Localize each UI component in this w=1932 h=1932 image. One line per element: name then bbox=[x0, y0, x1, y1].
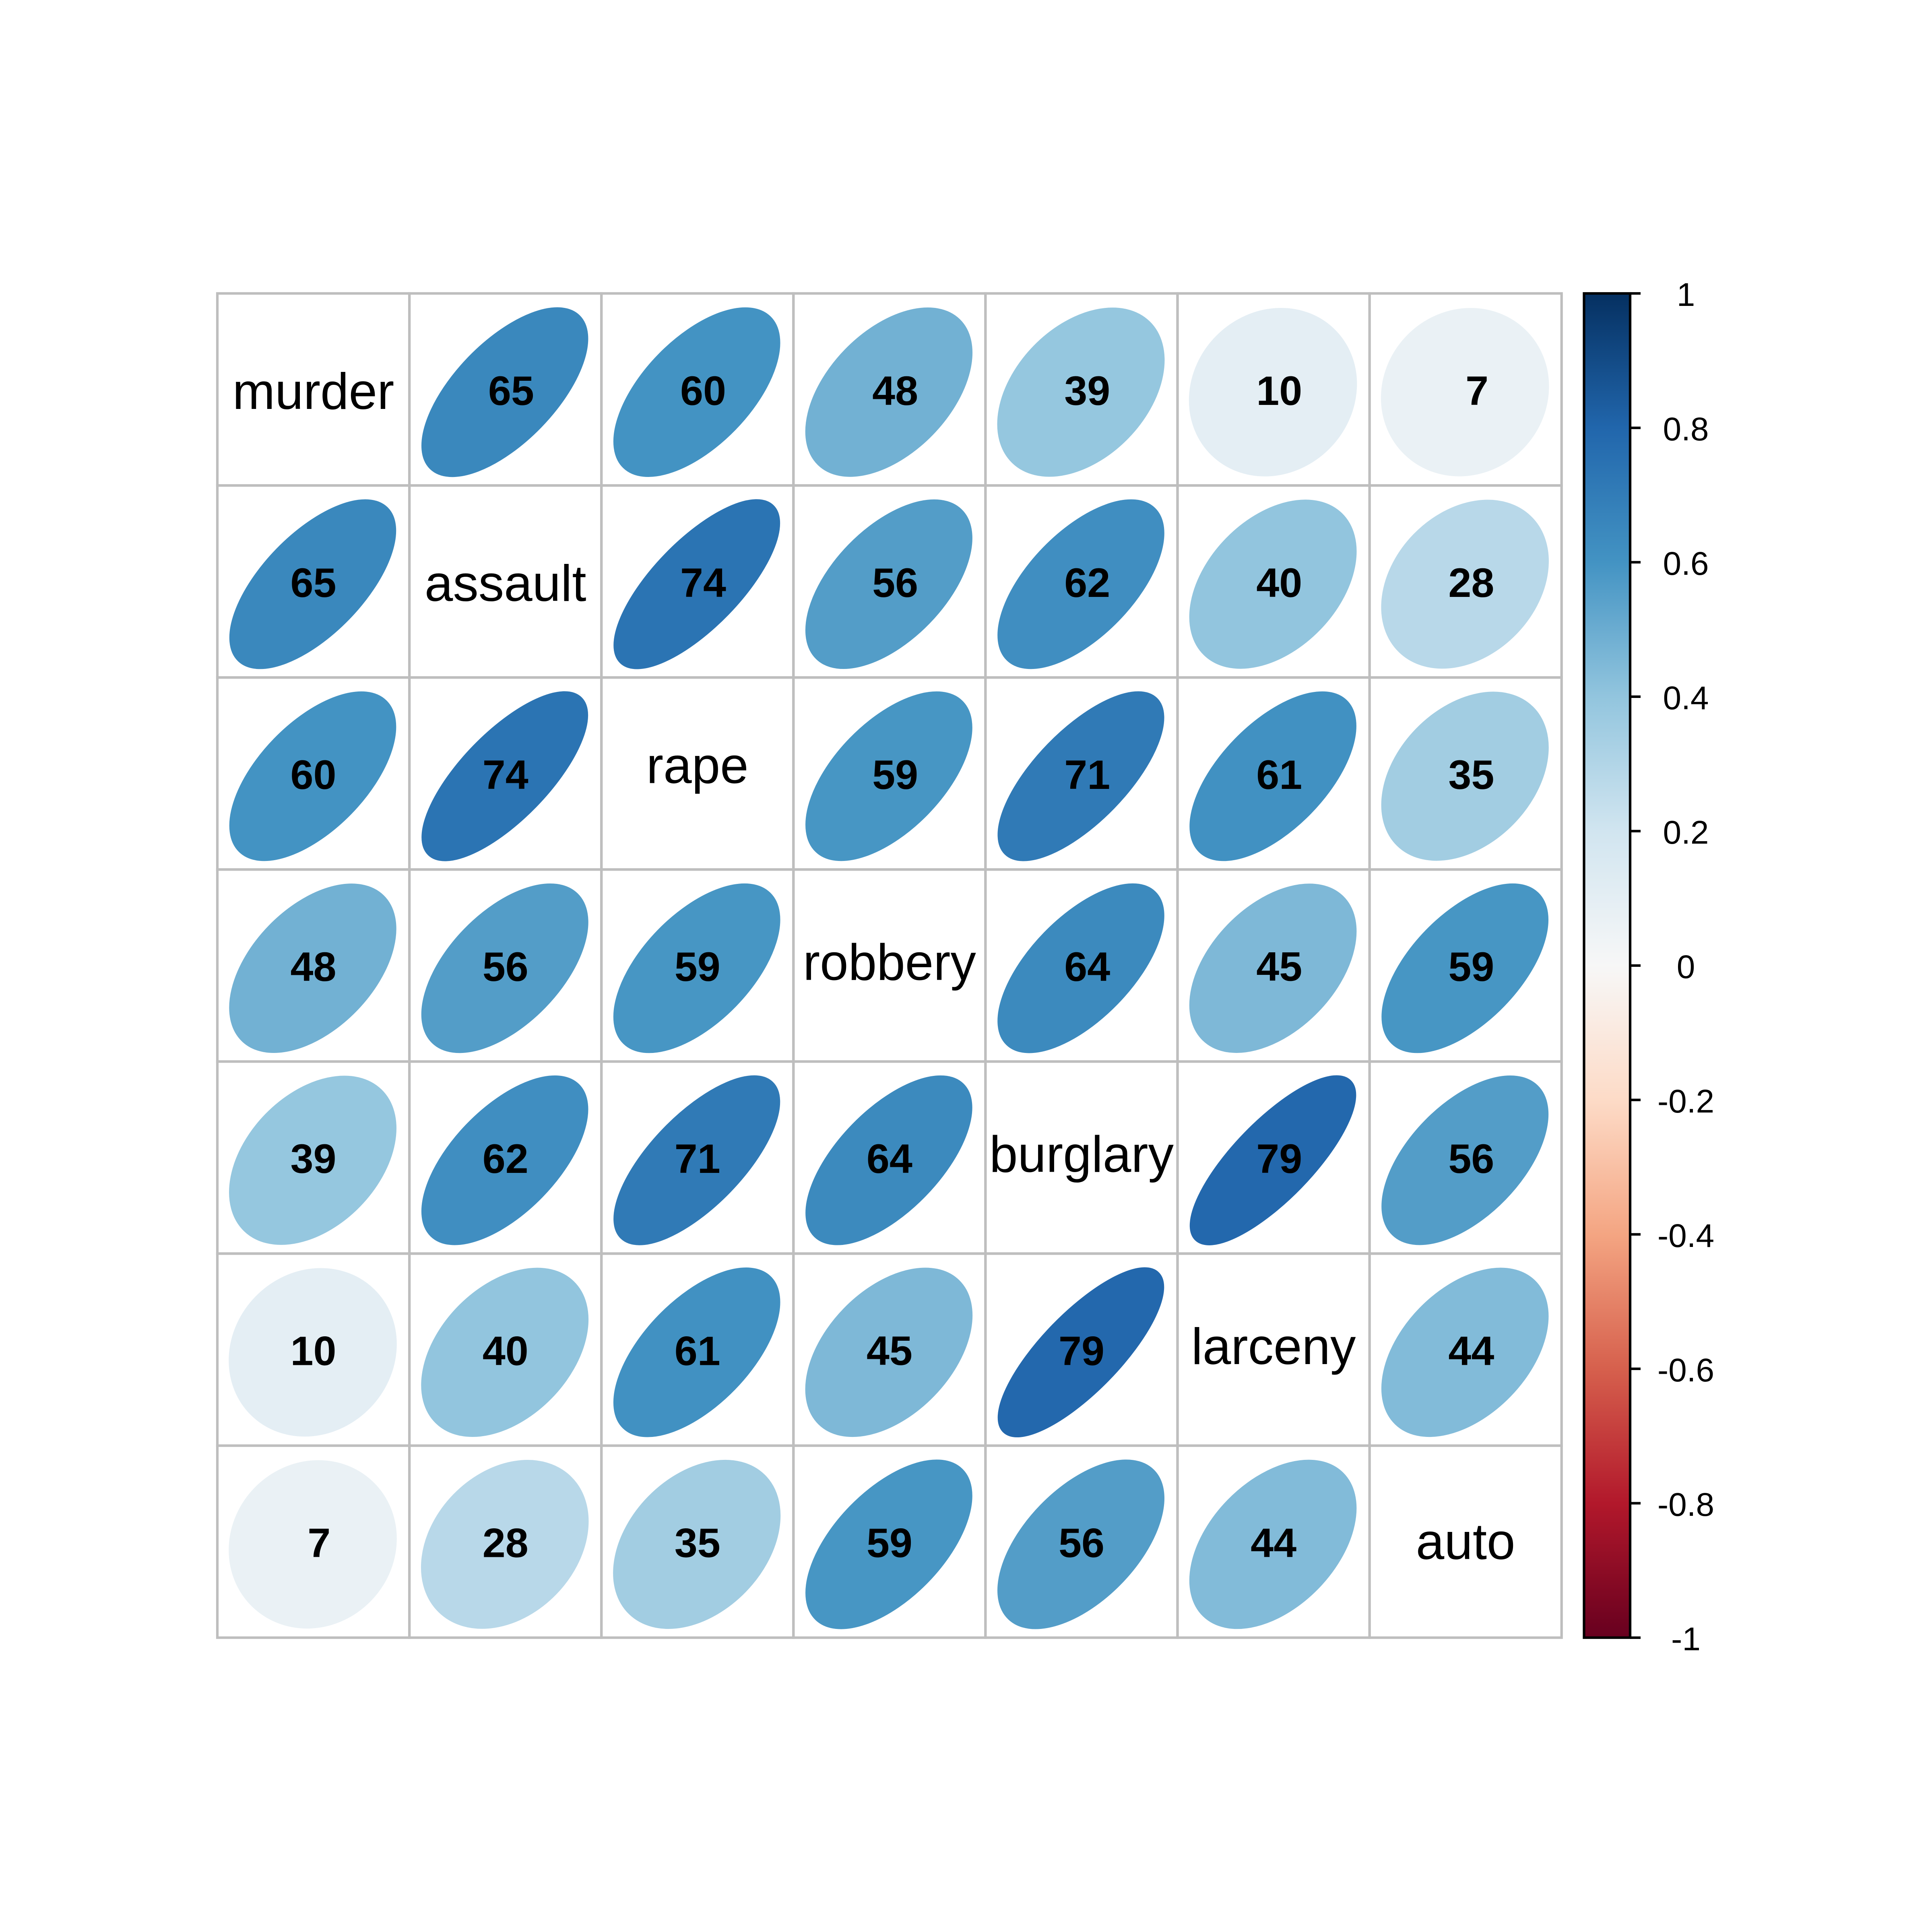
svg-text:59: 59 bbox=[867, 1519, 912, 1566]
svg-text:71: 71 bbox=[1064, 751, 1110, 798]
svg-text:0: 0 bbox=[1677, 949, 1695, 985]
svg-text:murder: murder bbox=[233, 363, 394, 420]
svg-text:79: 79 bbox=[1059, 1327, 1104, 1374]
svg-text:40: 40 bbox=[1256, 559, 1302, 606]
svg-text:61: 61 bbox=[1256, 751, 1302, 798]
svg-text:burglary: burglary bbox=[989, 1126, 1174, 1183]
svg-text:59: 59 bbox=[675, 943, 720, 990]
svg-text:44: 44 bbox=[1251, 1519, 1296, 1566]
svg-text:56: 56 bbox=[483, 943, 528, 990]
svg-text:56: 56 bbox=[1448, 1135, 1494, 1182]
svg-text:74: 74 bbox=[680, 559, 726, 606]
svg-text:28: 28 bbox=[1448, 559, 1494, 606]
svg-text:larceny: larceny bbox=[1191, 1318, 1356, 1375]
svg-text:64: 64 bbox=[1064, 943, 1110, 990]
svg-text:10: 10 bbox=[290, 1327, 336, 1374]
svg-text:65: 65 bbox=[488, 367, 534, 414]
svg-text:56: 56 bbox=[872, 559, 918, 606]
svg-text:-0.8: -0.8 bbox=[1657, 1486, 1714, 1523]
svg-text:-0.6: -0.6 bbox=[1657, 1352, 1714, 1389]
svg-text:64: 64 bbox=[867, 1135, 912, 1182]
svg-text:35: 35 bbox=[1448, 751, 1494, 798]
svg-text:45: 45 bbox=[1256, 943, 1302, 990]
svg-text:1: 1 bbox=[1677, 277, 1695, 313]
svg-text:48: 48 bbox=[290, 943, 336, 990]
svg-text:7: 7 bbox=[308, 1519, 330, 1566]
svg-text:61: 61 bbox=[675, 1327, 720, 1374]
svg-text:assault: assault bbox=[425, 555, 586, 612]
svg-text:74: 74 bbox=[483, 751, 528, 798]
svg-text:60: 60 bbox=[680, 367, 726, 414]
svg-text:0.4: 0.4 bbox=[1663, 680, 1709, 716]
svg-text:59: 59 bbox=[872, 751, 918, 798]
svg-text:71: 71 bbox=[675, 1135, 720, 1182]
svg-text:56: 56 bbox=[1059, 1519, 1104, 1566]
svg-text:65: 65 bbox=[290, 559, 336, 606]
svg-text:-0.2: -0.2 bbox=[1657, 1083, 1714, 1120]
svg-text:0.8: 0.8 bbox=[1663, 411, 1709, 448]
svg-text:robbery: robbery bbox=[803, 934, 976, 991]
svg-text:62: 62 bbox=[1064, 559, 1110, 606]
svg-text:10: 10 bbox=[1256, 367, 1302, 414]
svg-text:0.6: 0.6 bbox=[1663, 545, 1709, 582]
svg-text:35: 35 bbox=[675, 1519, 720, 1566]
svg-text:rape: rape bbox=[646, 737, 749, 794]
svg-text:-0.4: -0.4 bbox=[1657, 1218, 1714, 1254]
svg-text:auto: auto bbox=[1416, 1513, 1515, 1570]
svg-text:59: 59 bbox=[1448, 943, 1494, 990]
svg-text:40: 40 bbox=[483, 1327, 528, 1374]
svg-text:79: 79 bbox=[1256, 1135, 1302, 1182]
svg-text:45: 45 bbox=[867, 1327, 912, 1374]
svg-text:44: 44 bbox=[1448, 1327, 1494, 1374]
svg-text:28: 28 bbox=[483, 1519, 528, 1566]
svg-text:39: 39 bbox=[1064, 367, 1110, 414]
svg-text:60: 60 bbox=[290, 751, 336, 798]
svg-text:7: 7 bbox=[1466, 367, 1488, 414]
svg-text:0.2: 0.2 bbox=[1663, 814, 1709, 851]
svg-text:62: 62 bbox=[483, 1135, 528, 1182]
svg-text:39: 39 bbox=[290, 1135, 336, 1182]
svg-text:48: 48 bbox=[872, 367, 918, 414]
svg-text:-1: -1 bbox=[1671, 1621, 1701, 1657]
